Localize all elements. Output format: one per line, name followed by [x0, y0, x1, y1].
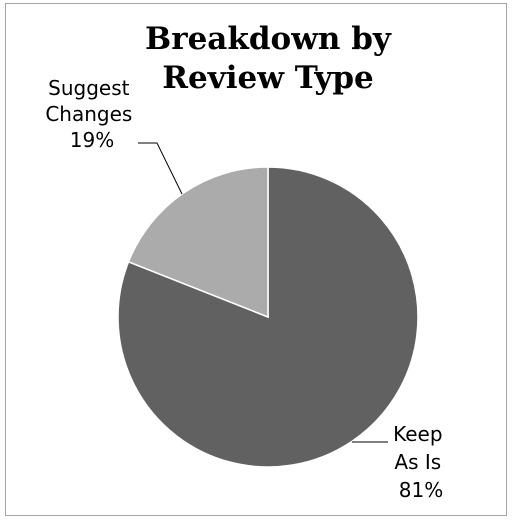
slice-label-keep-as-is-line-1: Keep [393, 422, 442, 446]
slice-label-suggest-changes-line-2: Changes [45, 102, 132, 126]
pie-slices [117, 166, 419, 468]
slice-value-suggest-changes: 19% [70, 128, 114, 152]
slice-suggest-changes [127, 166, 269, 319]
leader-line-suggest-changes [138, 142, 183, 195]
chart-title: Breakdown by Review Type [108, 20, 428, 98]
slice-label-suggest-changes: Suggest Changes 19% [45, 76, 138, 152]
slice-label-keep-as-is: Keep As Is 81% [393, 422, 449, 502]
chart-title-line-1: Breakdown by [145, 21, 391, 57]
slice-label-suggest-changes-line-1: Suggest [48, 76, 129, 100]
chart-title-line-2: Review Type [162, 60, 374, 96]
slice-value-keep-as-is: 81% [399, 478, 443, 502]
slice-label-keep-as-is-line-2: As Is [394, 450, 441, 474]
